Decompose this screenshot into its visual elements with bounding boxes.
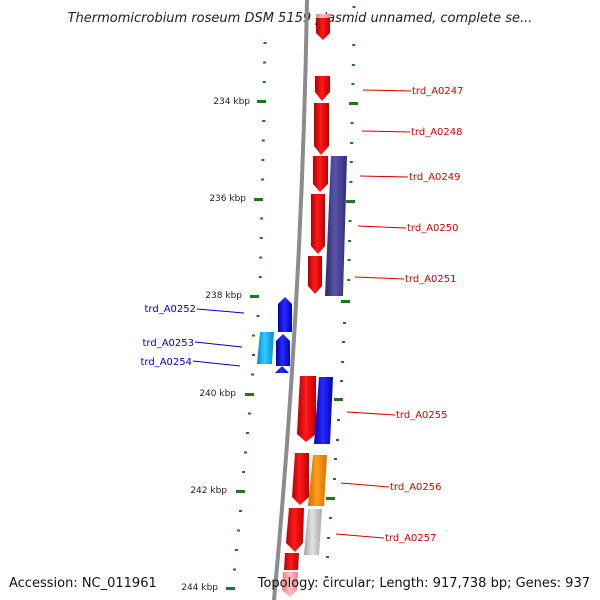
gene-arrow bbox=[297, 376, 316, 442]
right-label-connectors bbox=[335, 89, 412, 539]
reverse-strand-genes bbox=[257, 297, 292, 373]
gene-arrow bbox=[315, 76, 330, 101]
gene-arrow bbox=[276, 334, 290, 366]
gene-label-trd_A0257[interactable]: trd_A0257 bbox=[385, 533, 437, 544]
gene-block bbox=[257, 332, 274, 364]
gene-block bbox=[325, 156, 347, 296]
left-label-connectors bbox=[192, 308, 245, 367]
gene-arrow bbox=[282, 572, 298, 597]
gene-arrow bbox=[308, 256, 322, 294]
topology-text: Topology: circular; Length: 917,738 bp; … bbox=[257, 576, 590, 591]
gene-label-trd_A0252[interactable]: trd_A0252 bbox=[145, 304, 197, 315]
gene-label-trd_A0248[interactable]: trd_A0248 bbox=[411, 127, 463, 138]
gene-label-trd_A0251[interactable]: trd_A0251 bbox=[405, 274, 457, 285]
gene-arrow bbox=[316, 18, 330, 40]
kbp-label: 236 kbp bbox=[209, 194, 246, 204]
gene-block bbox=[304, 509, 322, 555]
inner-tick-track bbox=[233, 42, 267, 571]
accession-text: Accession: NC_011961 bbox=[9, 576, 157, 591]
gene-arrow bbox=[314, 103, 329, 155]
gene-arrow bbox=[278, 297, 292, 332]
gene-arrow bbox=[286, 508, 304, 552]
gene-arrow bbox=[311, 194, 325, 254]
gene-label-trd_A0254[interactable]: trd_A0254 bbox=[141, 357, 193, 368]
gene-block bbox=[308, 455, 327, 506]
kbp-label: 234 kbp bbox=[213, 97, 250, 107]
gene-arrow bbox=[313, 156, 328, 192]
secondary-gene-track bbox=[304, 156, 347, 555]
gene-arrow bbox=[284, 553, 299, 570]
gene-arrow bbox=[275, 366, 289, 373]
major-ticks bbox=[226, 100, 358, 590]
genome-backbone bbox=[272, 0, 309, 600]
gene-label-trd_A0256[interactable]: trd_A0256 bbox=[390, 482, 442, 493]
forward-strand-genes bbox=[282, 14, 330, 597]
kbp-label: 244 kbp bbox=[181, 583, 218, 593]
gene-block bbox=[314, 377, 333, 444]
outer-tick-track bbox=[325, 6, 356, 578]
kbp-label: 238 kbp bbox=[205, 291, 242, 301]
gene-label-trd_A0250[interactable]: trd_A0250 bbox=[407, 223, 459, 234]
gene-label-trd_A0247[interactable]: trd_A0247 bbox=[412, 86, 464, 97]
gene-arrow bbox=[292, 453, 309, 505]
kbp-label: 242 kbp bbox=[190, 486, 227, 496]
map-title: Thermomicrobium roseum DSM 5159 plasmid … bbox=[68, 11, 533, 26]
gene-label-trd_A0249[interactable]: trd_A0249 bbox=[409, 172, 461, 183]
gene-label-trd_A0253[interactable]: trd_A0253 bbox=[143, 338, 195, 349]
gene-label-trd_A0255[interactable]: trd_A0255 bbox=[396, 410, 448, 421]
kbp-label: 240 kbp bbox=[199, 389, 236, 399]
